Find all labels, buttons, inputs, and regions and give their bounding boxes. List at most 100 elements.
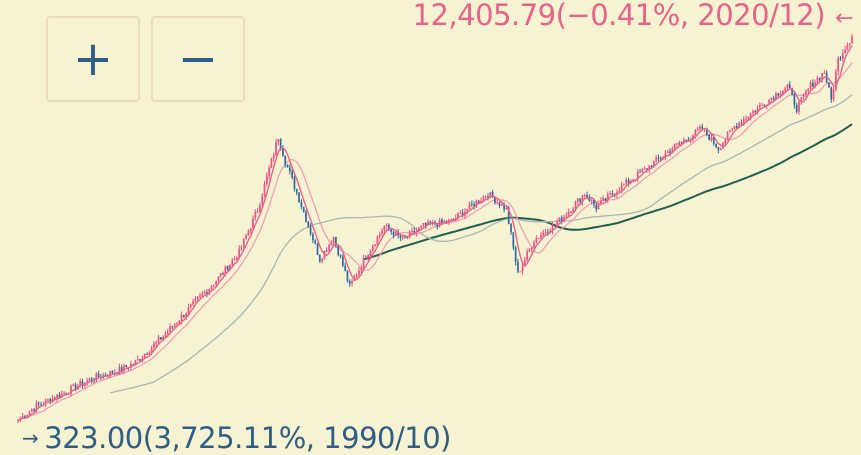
candle: [268, 165, 270, 180]
candle: [355, 272, 358, 279]
candle: [206, 289, 208, 298]
candle: [733, 125, 736, 130]
candle: [171, 325, 174, 330]
candle: [215, 280, 217, 286]
candle: [203, 289, 206, 295]
candle: [800, 96, 803, 105]
candle: [176, 321, 178, 326]
candle: [761, 102, 764, 106]
candle: [604, 198, 607, 201]
candle: [49, 397, 52, 405]
candle: [146, 352, 148, 355]
candle: [655, 155, 658, 163]
moving-average-mid: [17, 62, 853, 421]
candle: [194, 296, 197, 304]
candle: [602, 195, 605, 201]
candle: [309, 223, 312, 237]
candle: [293, 175, 296, 192]
zoom-in-button[interactable]: +: [46, 16, 140, 102]
candle: [471, 200, 473, 207]
candle: [517, 258, 519, 274]
candle: [183, 314, 185, 319]
candle: [113, 369, 116, 376]
candle: [468, 201, 471, 210]
candle: [786, 83, 789, 91]
candle: [793, 91, 796, 109]
candle: [81, 378, 84, 389]
minus-icon: −: [177, 31, 219, 87]
candle: [136, 355, 139, 361]
candle: [305, 209, 307, 223]
candle: [475, 199, 478, 209]
zoom-out-button[interactable]: −: [151, 16, 245, 102]
candle: [362, 254, 365, 269]
moving-average-longest: [363, 123, 853, 261]
low-price-text: 323.00(3,725.11%, 1990/10): [44, 421, 451, 455]
candle: [192, 298, 194, 307]
candle: [576, 198, 579, 206]
candle: [385, 222, 388, 229]
candle: [770, 97, 773, 103]
candle: [341, 254, 344, 268]
candle: [832, 86, 835, 102]
candle: [699, 124, 701, 131]
moving-average-long: [110, 94, 853, 394]
candle: [553, 223, 556, 226]
candle: [291, 168, 294, 180]
candle: [590, 197, 593, 205]
candle: [344, 262, 347, 272]
candle: [411, 227, 413, 235]
candle: [302, 206, 305, 213]
candle: [530, 246, 533, 253]
candle: [422, 222, 425, 228]
candle: [726, 131, 729, 141]
candle: [583, 193, 586, 199]
candle: [572, 206, 575, 213]
candle: [37, 401, 40, 408]
candle: [558, 217, 561, 222]
candle: [284, 155, 287, 168]
candle: [265, 172, 268, 187]
candle: [392, 230, 395, 239]
candle: [560, 215, 563, 225]
candle: [424, 221, 427, 229]
candle: [141, 355, 144, 364]
candle: [807, 87, 810, 94]
candle: [254, 209, 257, 221]
candle: [40, 401, 42, 406]
arrow-left-icon: ←: [835, 6, 853, 31]
candle: [537, 238, 540, 240]
candle: [848, 43, 851, 48]
candle: [625, 177, 628, 187]
candle: [606, 191, 609, 204]
candle: [535, 235, 538, 244]
moving-average-short: [17, 45, 853, 421]
candle: [570, 211, 572, 213]
candle: [390, 228, 393, 235]
candle: [169, 323, 171, 333]
candle: [231, 257, 234, 266]
candle: [715, 143, 717, 149]
candle: [802, 92, 805, 101]
candle: [498, 201, 501, 209]
candle: [33, 407, 35, 413]
candle: [157, 334, 160, 345]
candle: [708, 134, 711, 141]
candle: [846, 42, 849, 51]
candle: [503, 202, 505, 213]
plus-icon: +: [72, 31, 114, 87]
candle: [459, 209, 462, 215]
candle: [844, 46, 846, 54]
candle: [97, 370, 100, 378]
candle: [189, 303, 192, 309]
candle: [270, 158, 273, 169]
candle: [772, 95, 775, 102]
candle: [288, 164, 291, 175]
candle: [450, 218, 452, 221]
candle: [828, 81, 830, 88]
candle: [212, 284, 215, 288]
candle: [323, 250, 326, 260]
candle: [256, 208, 259, 214]
candle: [159, 337, 162, 340]
